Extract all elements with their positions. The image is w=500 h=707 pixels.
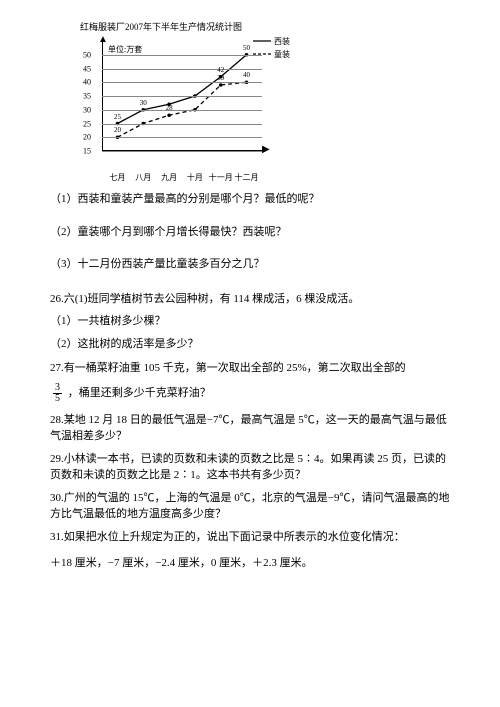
fraction: 3 5 [53,383,62,404]
data-point-label: 25 [114,112,121,120]
data-point-label: 42 [217,66,224,74]
x-tick-label: 九月 [161,172,177,183]
gridline [102,151,262,152]
question-29: 29.小林读一本书，已读的页数和未读的页数之比是 5∶4。如果再读 25 页，已… [50,451,450,484]
question-31-data: ＋18 厘米，−7 厘米，−2.4 厘米，0 厘米，＋2.3 厘米。 [50,555,450,572]
x-tick-label: 七月 [109,172,125,183]
gridline [102,110,262,111]
frac-num: 3 [53,383,62,394]
gridline [102,124,262,125]
data-point-label: 28 [166,104,173,112]
y-tick-label: 15 [83,147,91,156]
data-point-label: 20 [114,126,121,134]
chart-container: 红梅服装厂2007年下半年生产情况统计图 ▲ 单位:万套 西装 童装 ▶ 152… [80,20,450,171]
y-tick-label: 35 [83,92,91,101]
y-tick-label: 40 [83,78,91,87]
gridline [102,96,262,97]
gridline [102,69,262,70]
gridline [102,82,262,83]
x-tick-label: 十一月 [209,172,233,183]
question-27-tail: ，桶里还剩多少千克菜籽油？ [68,387,211,399]
question-1: （1）西装和童装产量最高的分别是哪个月？最低的呢？ [50,191,450,208]
x-tick-label: 十二月 [235,172,259,183]
gridline [102,55,262,56]
y-tick-label: 50 [83,50,91,59]
question-30: 30.广州的气温的 15℃，上海的气温是 0℃，北京的气温是−9℃，请问气温最高… [50,490,450,523]
y-tick-label: 45 [83,64,91,73]
question-26-2: （2）这批树的成活率是多少？ [50,336,450,353]
legend-label-a: 西装 [274,36,290,47]
frac-den: 5 [53,394,62,404]
x-tick-label: 八月 [135,172,151,183]
question-26-1: （1）一共植树多少棵？ [50,313,450,330]
data-point-label: 30 [140,99,147,107]
x-axis-arrow: ▶ [262,144,288,177]
gridline [102,137,262,138]
chart-title: 红梅服装厂2007年下半年生产情况统计图 [80,20,450,33]
x-tick-label: 十月 [187,172,203,183]
question-31: 31.如果把水位上升规定为正的，说出下面记录中所表示的水位变化情况： [50,529,450,546]
question-26: 26.六(1)班同学植树节去公园种树，有 114 棵成活，6 棵没成活。 [50,291,450,308]
y-tick-label: 20 [83,133,91,142]
question-2: （2）童装哪个月到哪个月增长得最快？西装呢？ [50,224,450,241]
chart-box: ▲ 单位:万套 西装 童装 ▶ 1520253035404550七月八月九月十月… [80,36,280,171]
question-3: （3）十二月份西装产量比童装多百分之几？ [50,256,450,273]
legend-label-b: 童装 [274,49,290,60]
data-point-label: 39 [217,74,224,82]
question-28: 28.某地 12 月 18 日的最低气温是−7℃，最高气温是 5℃，这一天的最高… [50,412,450,445]
y-tick-label: 30 [83,105,91,114]
data-point-label: 40 [243,71,250,79]
data-point-label: 50 [243,44,250,52]
question-27: 27.有一桶菜籽油重 105 千克，第一次取出全部的 25%，第二次取出全部的 [50,360,450,377]
y-tick-label: 25 [83,119,91,128]
question-27-line2: 3 5 ，桶里还剩多少千克菜籽油？ [50,383,450,404]
